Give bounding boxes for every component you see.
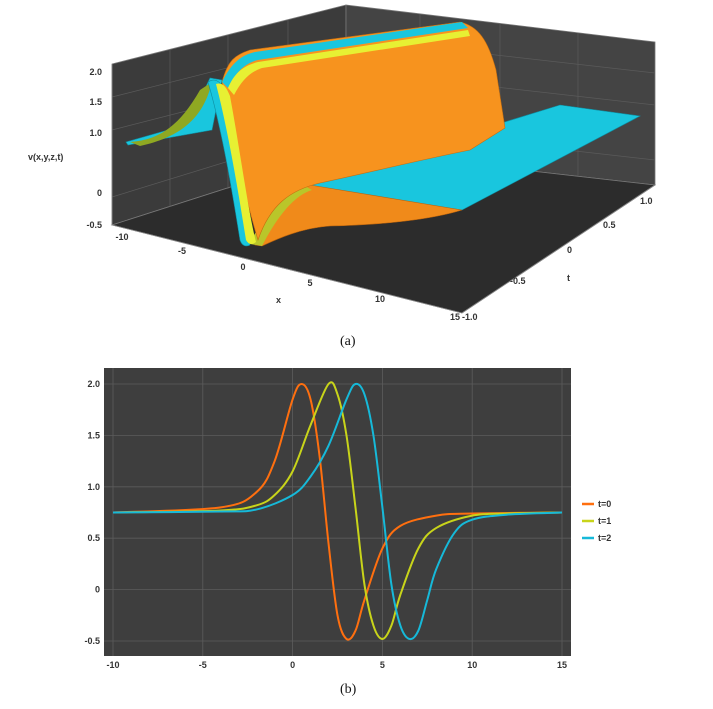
x-tick-label: -5 [199, 660, 207, 670]
legend-label: t=2 [598, 533, 611, 543]
t-tick: 0 [567, 245, 572, 255]
y-tick-label: 0.5 [87, 533, 100, 543]
x-tick: -10 [115, 232, 128, 242]
caption-a: (a) [340, 334, 356, 349]
x-tick: -5 [178, 246, 186, 256]
legend-label: t=0 [598, 499, 611, 509]
x-axis-label: x [276, 295, 281, 305]
z-tick: 2.0 [89, 67, 102, 77]
y-tick-label: 1.0 [87, 482, 100, 492]
z-tick: 1.5 [89, 97, 102, 107]
t-axis-label: t [567, 273, 570, 283]
series-line-t=2 [112, 382, 563, 641]
t-tick: -0.5 [510, 276, 526, 286]
x-axis-ticks: -10 -5 0 5 10 15 [115, 232, 460, 322]
x-tick-label: 5 [380, 660, 385, 670]
t-tick: 1.0 [640, 196, 653, 206]
surface-crest [222, 22, 468, 88]
z-tick: 0 [97, 188, 102, 198]
x-tick-label: 0 [290, 660, 295, 670]
x-tick: 10 [375, 294, 385, 304]
surface-front-face-yellow [216, 83, 256, 245]
x-tick: 5 [307, 278, 312, 288]
surface-crest-yellow [228, 30, 470, 95]
x-tick: 15 [450, 312, 460, 322]
x-tick: 0 [240, 262, 245, 272]
legend: t=0 t=1 t=2 [582, 499, 611, 543]
axes-box [111, 64, 656, 314]
surface-trough-edge [250, 186, 312, 246]
caption-b: (b) [340, 682, 357, 697]
plot-ticks: -10 -5 0 5 10 15 -0.5 0 0.5 1.0 1.5 2.0 [84, 379, 567, 670]
t-tick: -1.0 [462, 312, 478, 322]
y-tick-label: 2.0 [87, 379, 100, 389]
y-tick-label: 1.5 [87, 430, 100, 440]
z-axis-label: v(x,y,z,t) [28, 152, 63, 162]
plot-lines [112, 381, 563, 641]
series-line-t=0 [112, 382, 563, 641]
z-axis-ticks: 2.0 1.5 1.0 0 -0.5 [86, 67, 102, 230]
z-tick: -0.5 [86, 220, 102, 230]
legend-label: t=1 [598, 516, 611, 526]
y-tick-label: 0 [95, 585, 100, 595]
z-tick: 1.0 [89, 128, 102, 138]
series-line-t=1 [112, 381, 563, 640]
surface-plot: 2.0 1.5 1.0 0 -0.5 v(x,y,z,t) -10 -5 0 5… [28, 4, 657, 322]
surface-tail-left-fold [130, 82, 212, 146]
t-tick: 0.5 [603, 220, 616, 230]
x-tick-label: 10 [467, 660, 477, 670]
t-axis-ticks: -1.0 -0.5 0 0.5 1.0 [462, 196, 653, 322]
y-tick-label: -0.5 [84, 636, 100, 646]
x-tick-label: 15 [557, 660, 567, 670]
x-tick-label: -10 [106, 660, 119, 670]
